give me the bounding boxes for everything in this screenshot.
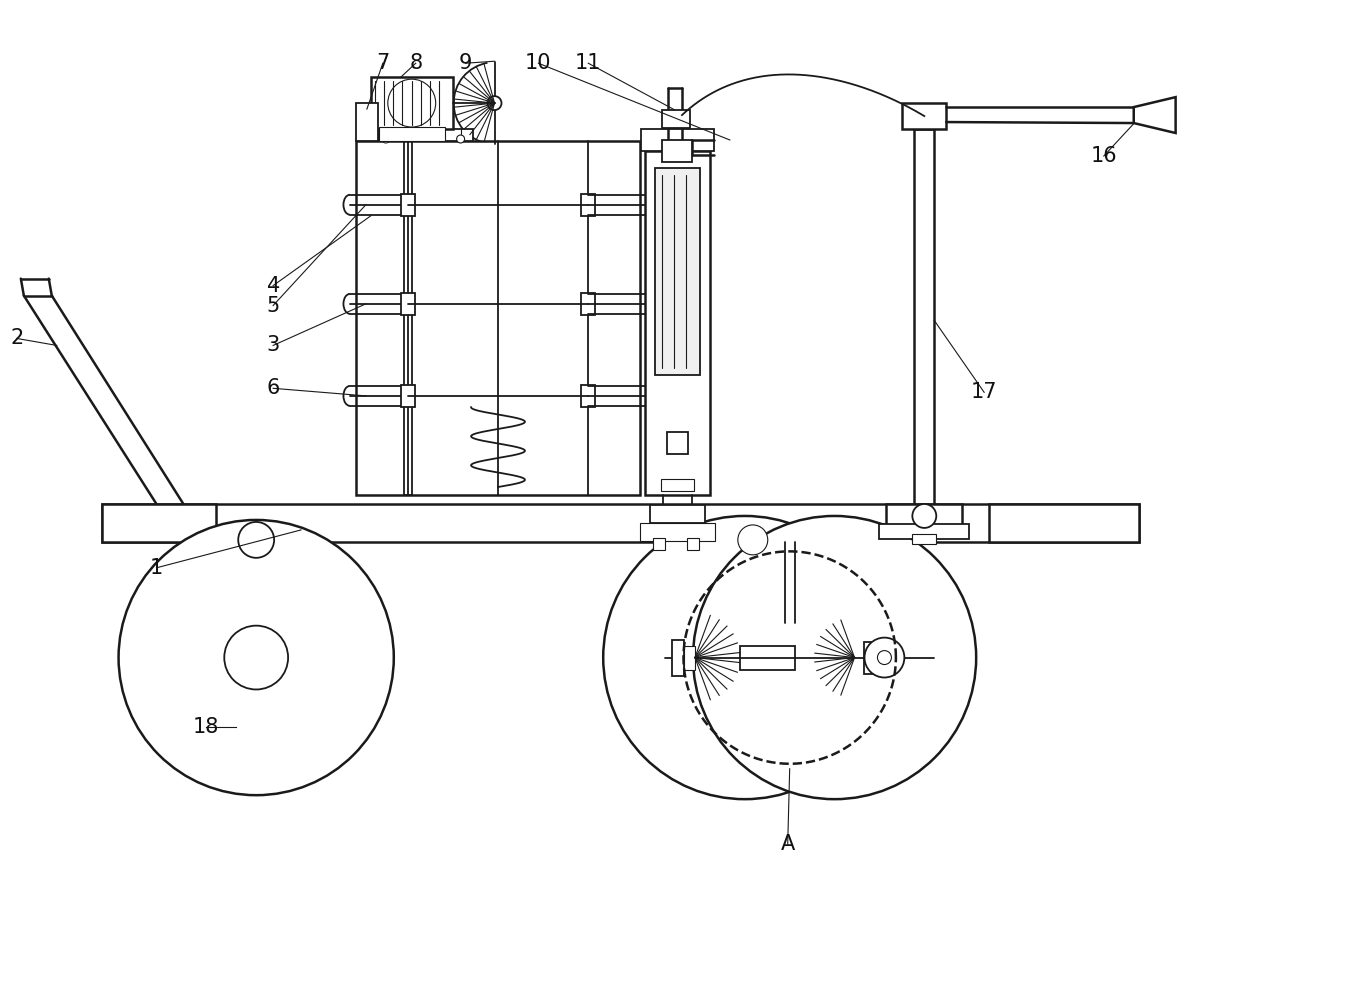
Bar [581,385,595,407]
Bar [886,504,962,526]
Bar [400,194,415,216]
Bar [357,103,378,141]
Text: 4: 4 [267,276,280,296]
Circle shape [118,520,393,795]
Text: 5: 5 [267,296,280,316]
Bar [400,385,415,407]
Bar [687,538,700,550]
Bar [102,504,216,542]
Bar [641,129,715,151]
Text: 1: 1 [150,558,163,578]
Bar [685,646,695,670]
Bar [102,504,1139,542]
Circle shape [864,638,904,678]
Bar [378,129,472,141]
Circle shape [457,135,464,143]
Text: 7: 7 [376,53,389,73]
Bar [404,141,412,495]
Text: 6: 6 [267,378,280,398]
Bar [581,194,595,216]
Bar [667,432,687,454]
Bar [400,293,415,315]
Bar [661,140,691,162]
Bar [640,523,715,541]
Bar [653,538,666,550]
Bar [651,505,705,523]
Circle shape [225,626,289,689]
Bar [378,127,445,141]
Circle shape [238,522,274,558]
Bar [902,103,946,129]
Text: 2: 2 [11,328,23,348]
Bar [661,479,694,491]
Text: 17: 17 [970,382,998,402]
Circle shape [912,504,936,528]
Text: 16: 16 [1090,146,1117,166]
Bar [370,77,453,129]
Text: 3: 3 [267,335,280,355]
Bar [864,642,875,674]
Bar [672,640,685,676]
Bar [740,646,795,670]
Bar [581,293,595,315]
Circle shape [878,651,891,665]
Text: 9: 9 [459,53,472,73]
Bar [879,524,969,539]
Bar [655,168,700,375]
Text: 10: 10 [525,53,551,73]
Bar [912,534,936,544]
Text: 11: 11 [574,53,602,73]
Bar [915,129,934,504]
Circle shape [693,516,976,799]
Text: A: A [781,834,795,854]
Circle shape [603,516,886,799]
Bar [645,151,710,495]
Circle shape [738,525,768,555]
Text: 18: 18 [193,717,219,737]
Circle shape [382,135,389,143]
Bar [989,504,1139,542]
Text: 8: 8 [410,53,422,73]
Polygon shape [1134,97,1176,133]
Bar [357,141,640,495]
Circle shape [487,96,501,110]
Bar [661,110,690,128]
